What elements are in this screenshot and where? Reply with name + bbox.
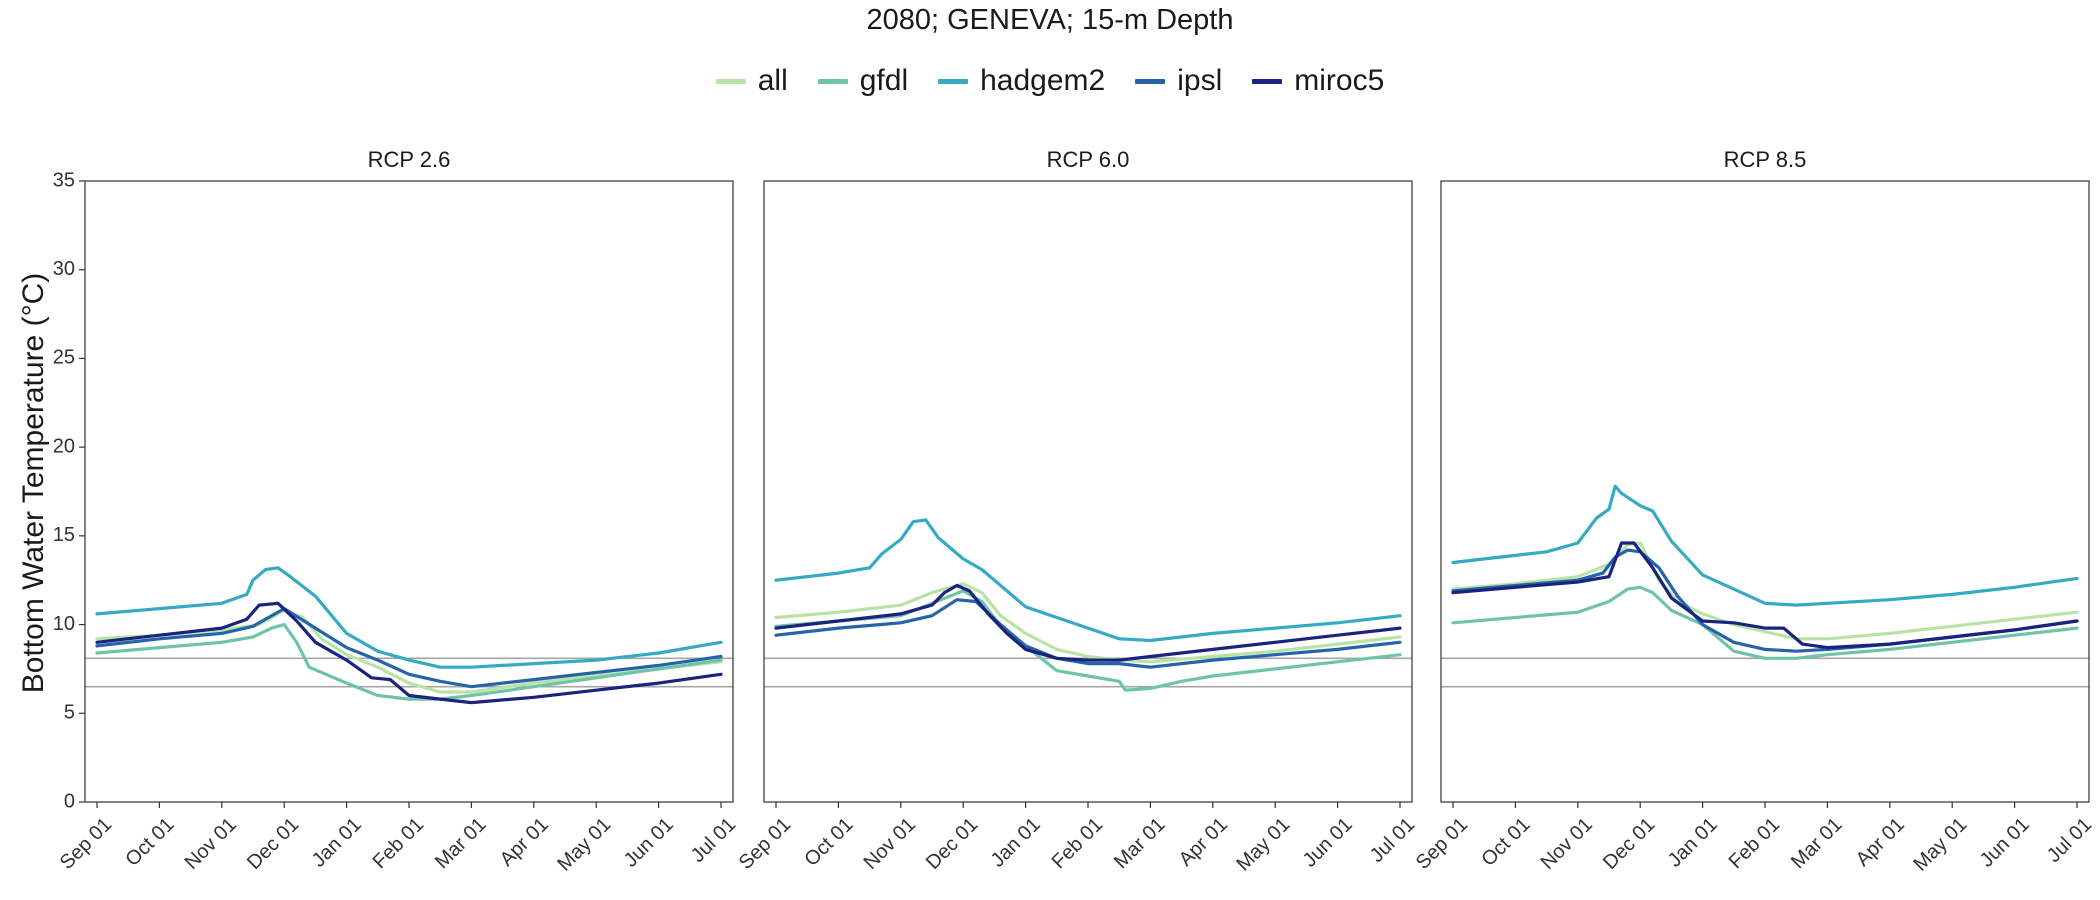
y-tick-label: 25 [53, 347, 75, 369]
series-line-all [1451, 541, 2079, 641]
panel-title: RCP 2.6 [368, 147, 451, 172]
panel-1: RCP 2.6 Sep 01 Oct 01 Nov 01 Dec 01 Jan 01 Feb… [53, 147, 740, 876]
x-tick-label: Oct 01 [121, 814, 178, 871]
legend-label-miroc5: miroc5 [1294, 64, 1385, 97]
x-tick-label: Sep 01 [1412, 814, 1472, 874]
x-tick-label: Dec 01 [922, 814, 982, 874]
legend-swatch-hadgem2 [938, 78, 969, 84]
panel-border [763, 180, 1413, 803]
series-line-hadgem2 [774, 518, 1402, 643]
x-tick-label: Sep 01 [56, 814, 116, 874]
x-tick-label: Jan 01 [987, 814, 1045, 872]
x-tick-label: Apr 01 [1852, 814, 1909, 871]
legend-label-hadgem2: hadgem2 [980, 64, 1106, 97]
series-line-miroc5 [95, 601, 723, 705]
x-tick-label: May 01 [553, 814, 615, 876]
x-tick-label: Feb 01 [1048, 814, 1108, 874]
series-line-all [774, 582, 1402, 664]
x-tick-label: Nov 01 [1537, 814, 1597, 874]
x-tick-label: Dec 01 [243, 814, 303, 874]
x-tick-label: Sep 01 [735, 814, 795, 874]
y-tick-label: 15 [53, 524, 75, 546]
y-tick-label: 35 [53, 169, 75, 191]
panel-title: RCP 6.0 [1047, 147, 1130, 172]
legend-label-gfdl: gfdl [859, 64, 909, 97]
x-tick-label: Mar 01 [431, 814, 491, 874]
x-tick-label: Jan 01 [308, 814, 366, 872]
series-line-gfdl [774, 589, 1402, 692]
x-tick-label: Nov 01 [860, 814, 920, 874]
series-line-ipsl [774, 598, 1402, 669]
x-tick-label: Jun 01 [1299, 814, 1357, 872]
series-line-ipsl [95, 607, 723, 689]
x-tick-label: Jan 01 [1664, 814, 1722, 872]
panel-2: RCP 6.0 Sep 01 Oct 01 Nov 01 Dec 01 Jan 01 Feb… [735, 147, 1419, 876]
legend-swatch-miroc5 [1252, 78, 1283, 84]
y-tick-label: 30 [53, 258, 75, 280]
panel-3: RCP 8.5 Sep 01 Oct 01 Nov 01 Dec 01 Jan 01 Feb… [1412, 147, 2096, 876]
x-tick-label: May 01 [1909, 814, 1971, 876]
panel-title: RCP 8.5 [1724, 147, 1807, 172]
y-tick-label: 10 [53, 613, 75, 635]
y-tick-label: 0 [64, 790, 75, 812]
x-tick-label: Oct 01 [1477, 814, 1534, 871]
series-line-all [95, 608, 723, 694]
x-tick-label: May 01 [1232, 814, 1294, 876]
y-tick-label: 20 [53, 435, 75, 457]
legend-swatch-gfdl [817, 78, 848, 84]
legend-item-miroc5: miroc5 [1252, 64, 1384, 98]
series-line-ipsl [1451, 548, 2079, 653]
legend-item-gfdl: gfdl [817, 64, 909, 98]
x-tick-label: Apr 01 [1175, 814, 1232, 871]
legend-swatch-all [715, 78, 746, 84]
x-tick-label: Feb 01 [369, 814, 429, 874]
series-line-gfdl [95, 623, 723, 701]
panel-border [84, 180, 734, 803]
y-axis-title: Bottom Water Temperature (°C) [17, 273, 50, 693]
legend-label-all: all [757, 64, 788, 97]
x-tick-label: Mar 01 [1787, 814, 1847, 874]
chart-title: 2080; GENEVA; 15-m Depth [866, 4, 1234, 36]
panel-border [1440, 180, 2090, 803]
series-line-hadgem2 [95, 566, 723, 669]
x-tick-label: Jun 01 [620, 814, 678, 872]
series-line-hadgem2 [1451, 484, 2079, 607]
y-tick-label: 5 [64, 702, 75, 724]
legend: all gfdl hadgem2 ipsl miroc5 [0, 64, 2100, 98]
x-tick-label: Oct 01 [800, 814, 857, 871]
x-tick-label: Feb 01 [1725, 814, 1785, 874]
legend-swatch-ipsl [1135, 78, 1166, 84]
x-tick-label: Nov 01 [181, 814, 241, 874]
x-tick-label: Jul 01 [687, 814, 740, 867]
series-line-miroc5 [1451, 541, 2079, 650]
legend-item-all: all [715, 64, 788, 98]
series-line-miroc5 [774, 583, 1402, 662]
legend-item-ipsl: ipsl [1135, 64, 1222, 98]
x-tick-label: Dec 01 [1599, 814, 1659, 874]
legend-item-hadgem2: hadgem2 [938, 64, 1105, 98]
x-tick-label: Mar 01 [1110, 814, 1170, 874]
x-tick-label: Apr 01 [496, 814, 553, 871]
x-tick-label: Jul 01 [2043, 814, 2096, 867]
x-tick-label: Jun 01 [1976, 814, 2034, 872]
legend-label-ipsl: ipsl [1177, 64, 1223, 97]
